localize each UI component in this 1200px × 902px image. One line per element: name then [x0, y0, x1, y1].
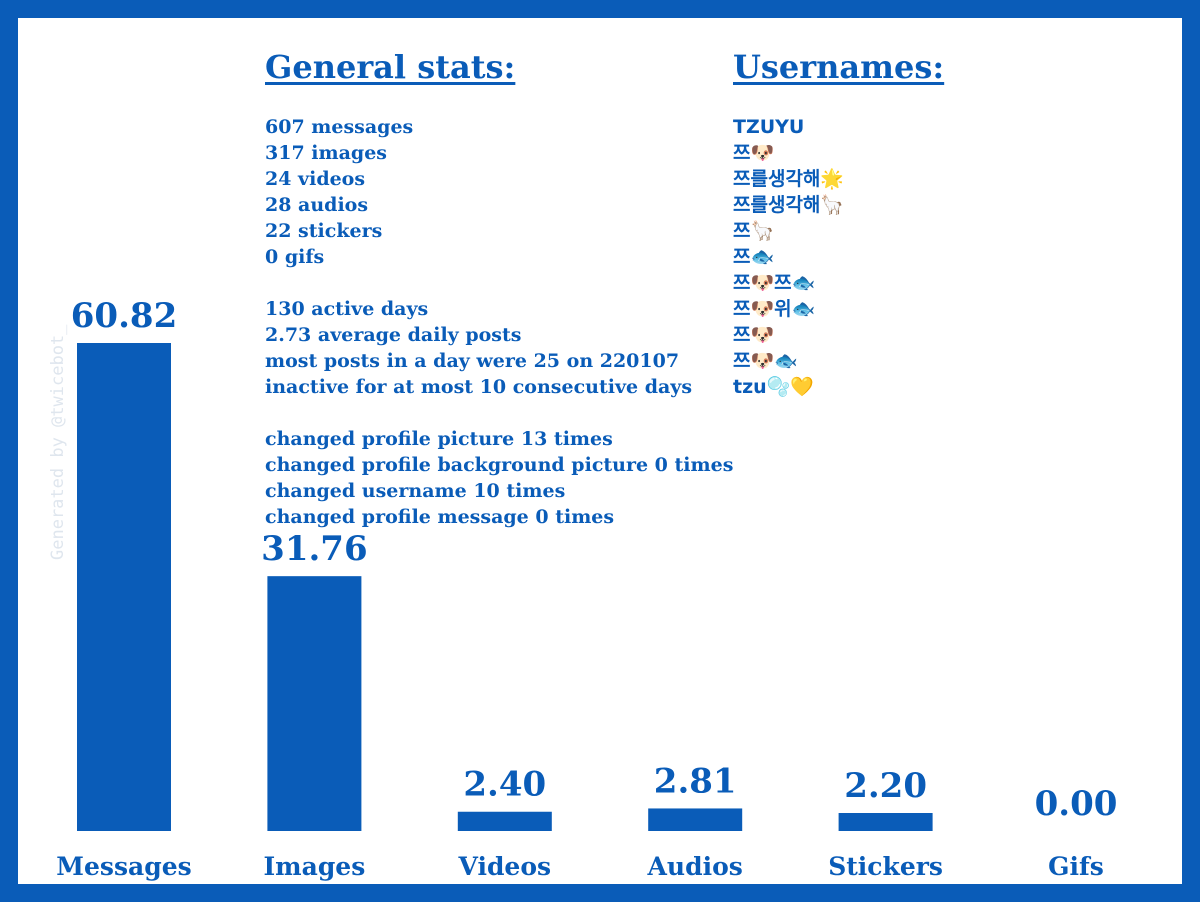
- stat-videos: 24 videos: [265, 168, 366, 190]
- username-item: 쯔🐶🐟: [733, 350, 798, 372]
- username-item: 쯔를생각해🦙: [733, 194, 845, 216]
- stat-background-picture-changes: changed profile background picture 0 tim…: [265, 454, 734, 476]
- bar-value-label-stickers: 2.20: [844, 766, 927, 806]
- usernames-list: TZUYU 쯔🐶 쯔를생각해🌟 쯔를생각해🦙 쯔🦙 쯔🐟 쯔🐶쯔🐟 쯔🐶위🐟 쯔…: [733, 114, 1033, 400]
- bar-value-label-gifs: 0.00: [1035, 784, 1118, 824]
- username-item: 쯔🐶: [733, 142, 775, 164]
- bar-value-label-videos: 2.40: [463, 765, 546, 805]
- stat-gifs: 0 gifs: [265, 246, 325, 268]
- username-item: 쯔🐟: [733, 246, 775, 268]
- username-item: tzu🫧💛: [733, 376, 814, 398]
- category-label-gifs: Gifs: [1048, 852, 1104, 881]
- username-item: 쯔🐶: [733, 324, 775, 346]
- bar-videos: [457, 811, 552, 831]
- stat-profile-picture-changes: changed profile picture 13 times: [265, 428, 613, 450]
- stat-profile-message-changes: changed profile message 0 times: [265, 506, 615, 528]
- stat-active-days: 130 active days: [265, 298, 429, 320]
- stat-messages: 607 messages: [265, 116, 414, 138]
- stat-average-daily-posts: 2.73 average daily posts: [265, 324, 522, 346]
- category-label-images: Images: [263, 852, 365, 881]
- general-stats-heading: General stats:: [265, 48, 516, 86]
- username-item: TZUYU: [733, 116, 805, 138]
- bar-value-label-audios: 2.81: [654, 761, 737, 801]
- username-item: 쯔를생각해🌟: [733, 168, 845, 190]
- usernames-heading: Usernames:: [733, 48, 945, 86]
- bar-audios: [648, 808, 743, 831]
- category-label-messages: Messages: [56, 852, 191, 881]
- bar-stickers: [838, 813, 933, 831]
- bar-value-label-images: 31.76: [261, 529, 367, 569]
- stat-username-changes: changed username 10 times: [265, 480, 566, 502]
- username-item: 쯔🦙: [733, 220, 775, 242]
- category-label-audios: Audios: [647, 852, 743, 881]
- category-label-stickers: Stickers: [828, 852, 943, 881]
- stat-most-posts-day: most posts in a day were 25 on 220107: [265, 350, 680, 372]
- bar-messages: [77, 343, 171, 831]
- category-label-videos: Videos: [458, 852, 552, 881]
- stat-audios: 28 audios: [265, 194, 369, 216]
- bar-images: [267, 576, 362, 831]
- general-stats-list: 607 messages 317 images 24 videos 28 aud…: [265, 114, 734, 530]
- username-item: 쯔🐶쯔🐟: [733, 272, 816, 294]
- bar-value-label-messages: 60.82: [71, 296, 177, 336]
- username-item: 쯔🐶위🐟: [733, 298, 816, 320]
- stat-images: 317 images: [265, 142, 387, 164]
- stat-inactive-streak: inactive for at most 10 consecutive days: [265, 376, 693, 398]
- stat-stickers: 22 stickers: [265, 220, 383, 242]
